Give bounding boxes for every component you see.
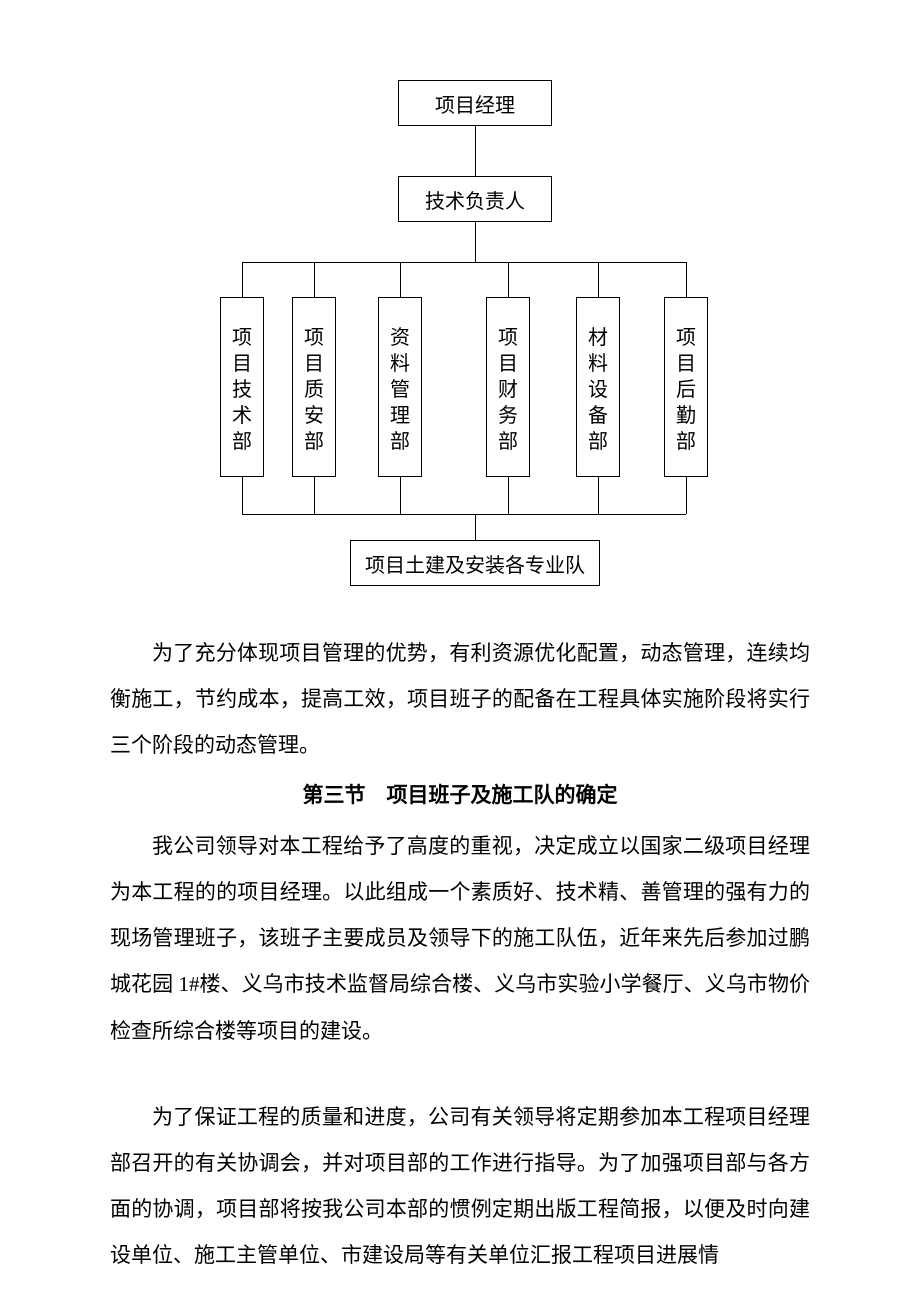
chart-connector <box>314 477 315 514</box>
chart-connector <box>598 262 599 297</box>
chart-connector <box>400 477 401 514</box>
node-tech-lead: 技术负责人 <box>398 176 552 222</box>
chart-connector <box>242 262 686 263</box>
chart-connector <box>400 262 401 297</box>
chart-connector <box>475 514 476 540</box>
chart-connector <box>475 222 476 262</box>
paragraph-2: 我公司领导对本工程给予了高度的重视，决定成立以国家二级项目经理为本工程的的项目经… <box>110 823 810 1054</box>
paragraph-3: 为了保证工程的质量和进度，公司有关领导将定期参加本工程项目经理部召开的有关协调会… <box>110 1094 810 1279</box>
node-dept-tech: 项目技术部 <box>220 297 264 477</box>
node-dept-data: 资料管理部 <box>378 297 422 477</box>
node-dept-finance: 项目财务部 <box>486 297 530 477</box>
chart-connector <box>686 262 687 297</box>
chart-connector <box>242 477 243 514</box>
chart-connector <box>242 262 243 297</box>
node-project-manager: 项目经理 <box>398 80 552 126</box>
node-dept-material: 材料设备部 <box>576 297 620 477</box>
chart-connector <box>598 477 599 514</box>
node-teams: 项目土建及安装各专业队 <box>350 540 600 586</box>
chart-connector <box>508 262 509 297</box>
chart-connector <box>314 262 315 297</box>
org-chart: 项目经理 技术负责人 项目技术部 项目质安部 资料管理部 项目财务部 材料设备部… <box>110 80 810 600</box>
node-dept-quality: 项目质安部 <box>292 297 336 477</box>
paragraph-1: 为了充分体现项目管理的优势，有利资源优化配置，动态管理，连续均衡施工，节约成本，… <box>110 630 810 769</box>
chart-connector <box>475 126 476 176</box>
node-dept-logistics: 项目后勤部 <box>664 297 708 477</box>
section-heading: 第三节 项目班子及施工队的确定 <box>110 773 810 819</box>
chart-connector <box>242 514 686 515</box>
chart-connector <box>508 477 509 514</box>
chart-connector <box>686 477 687 514</box>
